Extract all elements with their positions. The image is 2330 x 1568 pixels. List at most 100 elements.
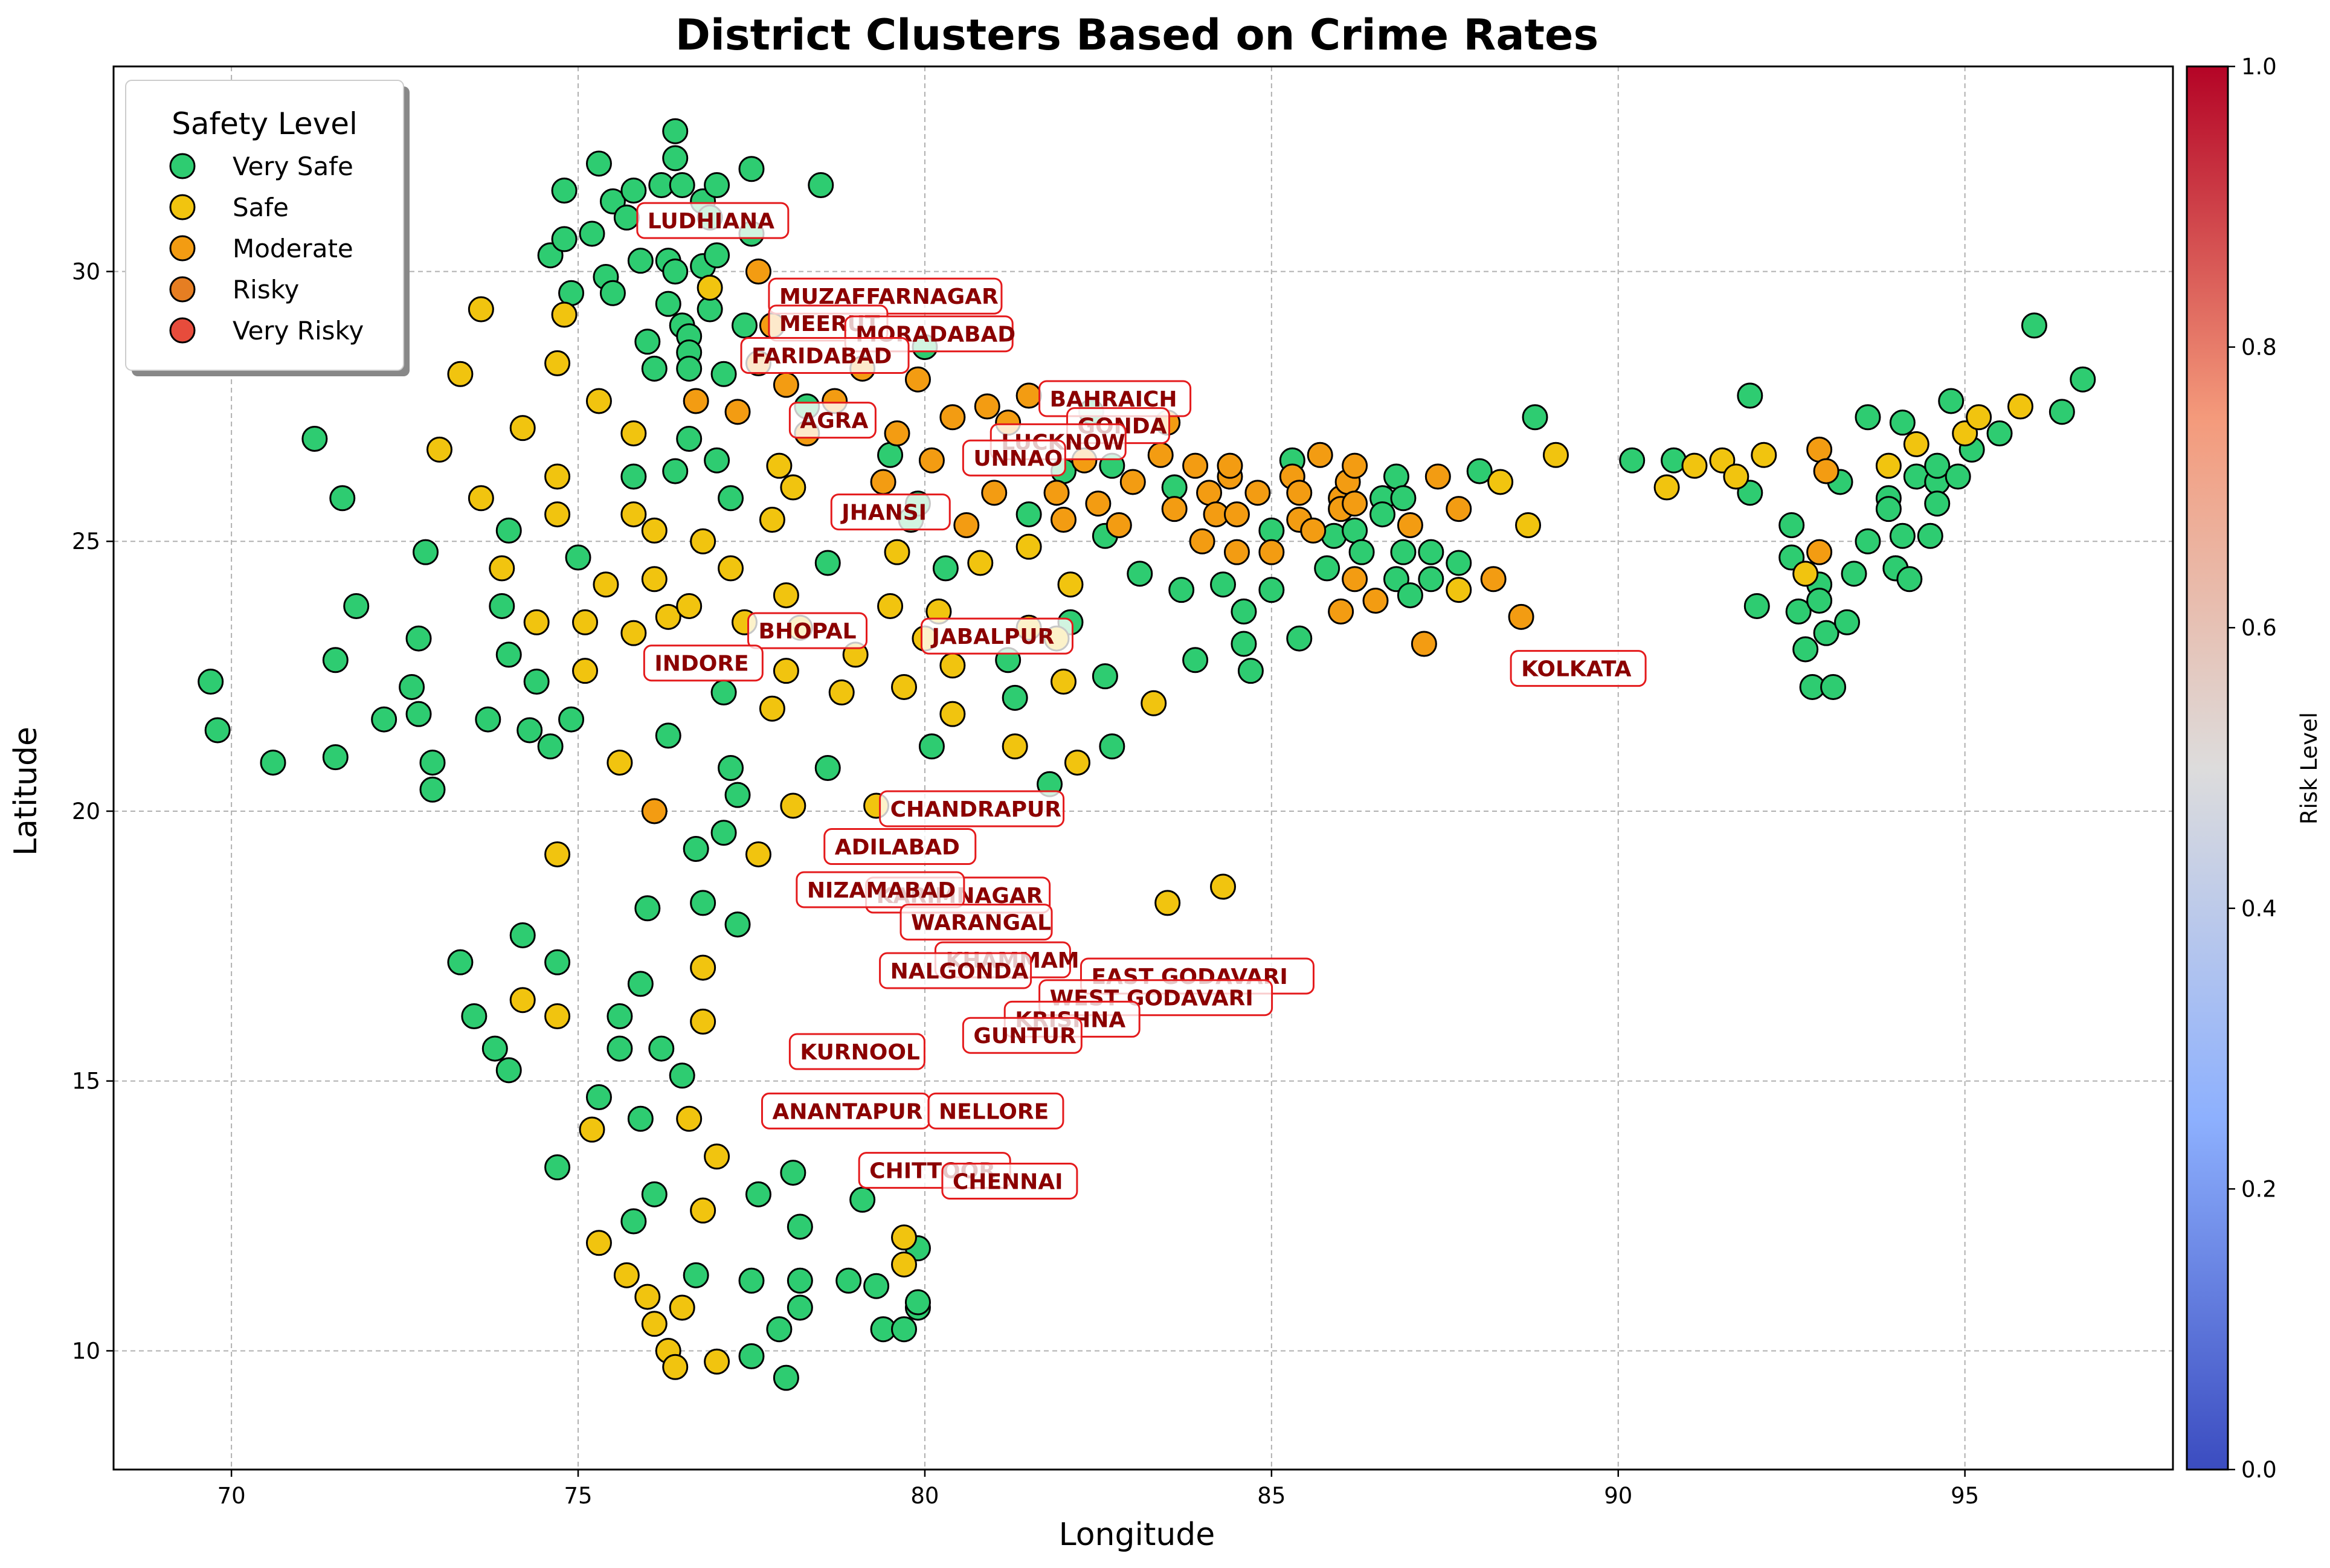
data-point: [1397, 582, 1423, 609]
data-point: [676, 1105, 703, 1132]
data-point: [745, 259, 771, 285]
data-point: [481, 1035, 508, 1062]
data-point: [1813, 620, 1839, 646]
annotation-box: [962, 439, 1066, 477]
annotation-box: [823, 828, 977, 866]
data-point: [683, 388, 709, 414]
data-point: [1209, 571, 1236, 598]
annotation-box: [788, 402, 877, 439]
data-point: [419, 776, 446, 803]
data-point: [1342, 490, 1368, 517]
data-point: [2007, 393, 2033, 420]
data-point: [932, 555, 959, 582]
data-point: [613, 1262, 640, 1288]
y-tick-label: 20: [72, 798, 100, 824]
legend-marker: [169, 194, 196, 220]
data-point: [655, 722, 681, 749]
data-point: [572, 658, 599, 684]
data-point: [1418, 566, 1444, 593]
colorbar-label: Risk Level: [2296, 712, 2322, 824]
annotation-box: [796, 871, 965, 908]
y-tick-label: 25: [72, 529, 100, 554]
data-point: [870, 469, 896, 495]
data-point: [773, 1364, 799, 1391]
data-point: [1342, 517, 1368, 544]
data-point: [198, 669, 224, 695]
data-point: [655, 291, 681, 317]
data-point: [849, 1186, 876, 1213]
data-point: [710, 679, 737, 705]
data-point: [1043, 480, 1070, 506]
data-point: [877, 442, 904, 468]
annotation-label: LUDHIANA: [648, 209, 774, 234]
data-point: [1002, 733, 1028, 760]
data-point: [780, 1160, 806, 1186]
data-point: [718, 555, 744, 582]
x-tick-label: 75: [564, 1483, 592, 1509]
data-point: [724, 782, 751, 808]
annotation: NALGONDA: [879, 952, 1032, 989]
data-point: [1820, 673, 1847, 700]
data-point: [572, 609, 599, 635]
series-safe: [426, 274, 2033, 1380]
data-point: [1286, 480, 1313, 506]
data-point: [544, 949, 571, 975]
annotation: NELLORE: [927, 1092, 1064, 1129]
data-point: [1792, 561, 1819, 587]
data-point: [620, 620, 647, 646]
data-point: [1286, 625, 1313, 652]
data-point: [974, 393, 1000, 420]
annotation: UNNAO: [962, 439, 1066, 477]
data-point: [1092, 663, 1118, 690]
data-point: [814, 755, 841, 781]
data-point: [738, 1343, 765, 1369]
data-point: [1792, 636, 1819, 663]
data-point: [585, 388, 612, 414]
annotation-box: [879, 790, 1065, 827]
annotation: GUNTUR: [962, 1017, 1083, 1054]
data-point: [627, 248, 654, 274]
x-tick-label: 90: [1604, 1483, 1632, 1509]
data-point: [676, 425, 703, 452]
data-point: [641, 355, 668, 382]
data-point: [1966, 404, 1992, 431]
data-point: [648, 1035, 675, 1062]
data-point: [1231, 598, 1257, 625]
data-point: [918, 447, 945, 474]
data-point: [405, 701, 432, 727]
data-point: [697, 274, 723, 301]
data-point: [766, 1316, 793, 1343]
data-point: [565, 544, 591, 571]
annotation-label: GUNTUR: [973, 1024, 1076, 1049]
data-point: [669, 1294, 695, 1321]
data-point: [1653, 474, 1680, 501]
annotation: JABALPUR: [920, 617, 1073, 655]
data-point: [509, 922, 536, 948]
data-points: [198, 118, 2096, 1391]
data-point: [773, 582, 799, 609]
data-point: [607, 1035, 633, 1062]
y-tick-label: 15: [72, 1068, 100, 1094]
colorbar-tick-label: 1.0: [2241, 54, 2277, 80]
data-point: [1127, 561, 1153, 587]
data-point: [620, 1208, 647, 1235]
data-point: [1348, 539, 1375, 565]
data-point: [1542, 442, 1569, 468]
x-tick-label: 95: [1951, 1483, 1979, 1509]
annotation-box: [962, 1017, 1083, 1054]
data-point: [1875, 496, 1902, 522]
y-tick-label: 10: [72, 1338, 100, 1364]
data-point: [1924, 490, 1951, 517]
annotation-label: NALGONDA: [890, 959, 1029, 984]
data-point: [676, 593, 703, 619]
data-point: [475, 706, 501, 733]
colorbar-tick-label: 0.0: [2241, 1457, 2277, 1483]
annotation-label: NIZAMABAD: [807, 878, 956, 903]
data-point: [724, 399, 751, 425]
data-point: [690, 1008, 716, 1035]
data-point: [1161, 496, 1188, 522]
data-point: [1105, 512, 1132, 538]
data-point: [669, 1062, 695, 1089]
data-point: [1896, 566, 1923, 593]
chart-title: District Clusters Based on Crime Rates: [675, 10, 1598, 60]
